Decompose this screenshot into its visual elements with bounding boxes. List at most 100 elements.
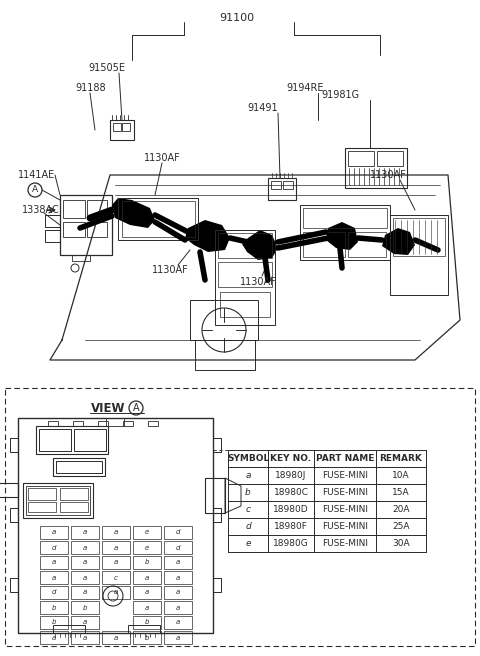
Bar — [102, 526, 130, 539]
Text: VIEW: VIEW — [91, 401, 125, 415]
Text: a: a — [114, 529, 118, 535]
Text: 91505E: 91505E — [88, 63, 125, 73]
Bar — [74, 429, 106, 451]
Bar — [102, 556, 130, 569]
Bar — [71, 586, 99, 599]
Text: a: a — [176, 590, 180, 596]
Text: A: A — [32, 186, 38, 194]
Text: b: b — [52, 619, 56, 626]
Text: a: a — [176, 619, 180, 626]
Text: 10A: 10A — [392, 471, 410, 480]
Text: a: a — [114, 544, 118, 550]
Bar — [133, 556, 161, 569]
Text: 1130AF: 1130AF — [152, 265, 188, 275]
Bar — [53, 625, 85, 633]
Bar — [113, 123, 121, 131]
Bar — [60, 502, 88, 512]
Text: FUSE-MINI: FUSE-MINI — [322, 522, 368, 531]
Text: d: d — [52, 544, 56, 550]
Text: 1130AF: 1130AF — [370, 170, 407, 180]
Text: a: a — [176, 560, 180, 565]
Text: e: e — [245, 539, 251, 548]
Bar — [300, 205, 390, 260]
Bar — [148, 421, 158, 426]
Text: b: b — [145, 634, 149, 640]
Bar — [102, 631, 130, 644]
Text: d: d — [52, 590, 56, 596]
Bar — [36, 426, 108, 454]
Bar — [133, 586, 161, 599]
Bar — [45, 230, 60, 242]
Text: 1130AF: 1130AF — [240, 277, 276, 287]
Text: 25A: 25A — [392, 522, 410, 531]
Bar — [133, 616, 161, 629]
Bar — [215, 230, 275, 325]
Bar — [164, 571, 192, 584]
Text: b: b — [83, 604, 87, 611]
Text: a: a — [83, 590, 87, 596]
Text: b: b — [145, 560, 149, 565]
Text: 9194RE: 9194RE — [286, 83, 324, 93]
Bar — [303, 208, 387, 228]
Text: FUSE-MINI: FUSE-MINI — [322, 539, 368, 548]
Bar — [345, 148, 407, 188]
Text: 18980J: 18980J — [276, 471, 307, 480]
Text: 91188: 91188 — [75, 83, 106, 93]
Bar — [190, 300, 258, 340]
Bar — [164, 541, 192, 554]
Bar — [72, 255, 90, 261]
Bar — [283, 181, 293, 189]
Bar — [195, 340, 255, 370]
Text: FUSE-MINI: FUSE-MINI — [322, 505, 368, 514]
Text: REMARK: REMARK — [380, 454, 422, 463]
Text: 1130AF: 1130AF — [144, 153, 180, 163]
Bar — [220, 292, 270, 317]
Text: 18980F: 18980F — [274, 522, 308, 531]
Text: a: a — [83, 634, 87, 640]
Bar — [377, 151, 403, 166]
Bar — [45, 215, 60, 227]
Bar — [164, 601, 192, 614]
Text: d: d — [245, 522, 251, 531]
Text: e: e — [145, 544, 149, 550]
Polygon shape — [112, 198, 155, 228]
Bar — [213, 578, 221, 592]
Bar — [56, 461, 102, 473]
Bar — [40, 571, 68, 584]
Text: b: b — [52, 604, 56, 611]
Text: d: d — [176, 529, 180, 535]
Bar — [28, 488, 56, 500]
Bar — [63, 222, 85, 237]
Text: a: a — [176, 604, 180, 611]
Text: FUSE-MINI: FUSE-MINI — [322, 471, 368, 480]
Text: a: a — [52, 575, 56, 581]
Text: 30A: 30A — [392, 539, 410, 548]
Text: c: c — [245, 505, 251, 514]
Bar — [10, 508, 18, 522]
Text: A: A — [132, 403, 139, 413]
Bar — [98, 421, 108, 426]
Bar — [102, 571, 130, 584]
Bar — [71, 541, 99, 554]
Bar — [53, 458, 105, 476]
Text: 1338AC: 1338AC — [22, 205, 60, 215]
Polygon shape — [326, 222, 358, 250]
Bar — [28, 502, 56, 512]
Bar — [40, 541, 68, 554]
Bar — [303, 232, 345, 257]
Text: 18980D: 18980D — [273, 505, 309, 514]
Text: a: a — [52, 560, 56, 565]
Bar — [123, 421, 133, 426]
Bar — [102, 586, 130, 599]
Bar — [164, 631, 192, 644]
Bar — [71, 631, 99, 644]
Bar — [122, 201, 195, 237]
Bar — [218, 262, 272, 287]
Text: 18980G: 18980G — [273, 539, 309, 548]
Text: a: a — [145, 604, 149, 611]
Text: a: a — [114, 634, 118, 640]
Text: a: a — [176, 634, 180, 640]
Text: PART NAME: PART NAME — [316, 454, 374, 463]
Bar — [60, 195, 112, 255]
Bar — [393, 218, 445, 256]
